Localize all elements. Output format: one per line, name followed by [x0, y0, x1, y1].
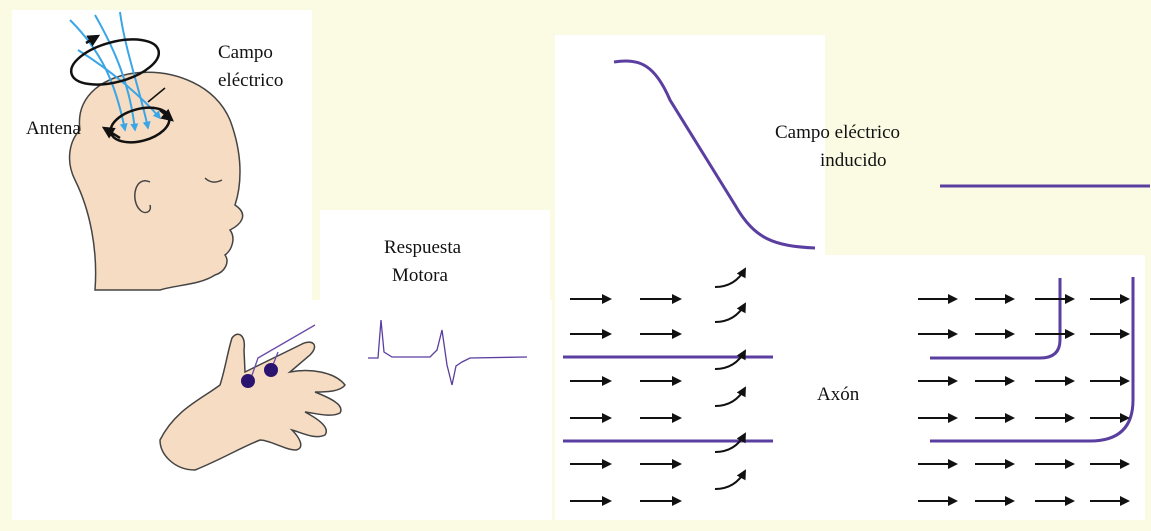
- field-curve: [613, 59, 816, 250]
- motor-trace: [368, 319, 528, 386]
- arrow: [85, 34, 101, 47]
- hand: [159, 333, 346, 471]
- axon: [930, 277, 1135, 443]
- field-lines: [69, 11, 162, 132]
- field-arrows: [570, 267, 1130, 506]
- arrow: [714, 302, 746, 323]
- arrow: [159, 108, 174, 122]
- arrow: [714, 349, 746, 370]
- eye: [204, 177, 223, 183]
- label: eléctrico: [218, 70, 283, 91]
- pointer: [147, 87, 166, 103]
- ear: [134, 180, 152, 214]
- arrow: [714, 469, 746, 490]
- electrode: [241, 374, 255, 388]
- antenna-loop: [69, 38, 161, 86]
- arrow: [714, 432, 746, 453]
- panel: [555, 35, 825, 260]
- electrode: [264, 363, 278, 377]
- label: Campo: [218, 42, 273, 63]
- label: Campo eléctrico: [775, 122, 900, 143]
- label: Respuesta: [384, 237, 462, 258]
- arrow: [714, 267, 746, 288]
- label: Axón: [817, 384, 860, 405]
- label: Antena: [26, 118, 81, 139]
- axon: [930, 278, 1062, 360]
- label: inducido: [820, 150, 887, 171]
- arrow: [714, 386, 746, 407]
- panel: [320, 210, 550, 310]
- label: Motora: [392, 265, 449, 286]
- arrow: [101, 126, 121, 140]
